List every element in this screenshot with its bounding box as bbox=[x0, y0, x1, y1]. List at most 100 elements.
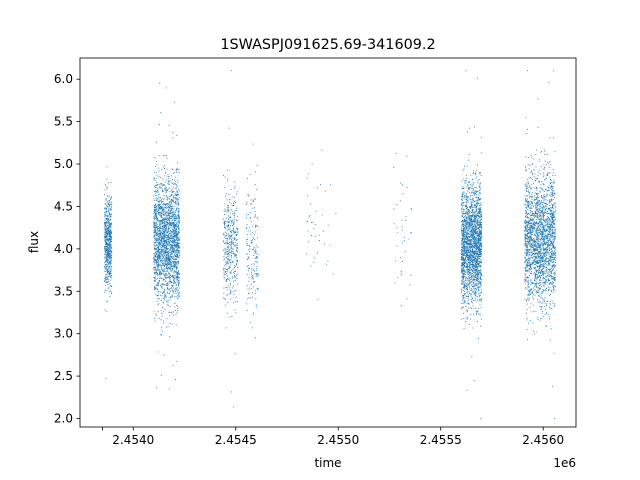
data-point-614 bbox=[109, 212, 110, 214]
data-point-3633 bbox=[475, 294, 477, 296]
data-point-2187 bbox=[161, 220, 163, 222]
data-point-4446 bbox=[470, 279, 472, 281]
data-point-2344 bbox=[173, 254, 175, 256]
data-point-4439 bbox=[473, 266, 475, 268]
data-point-2196 bbox=[161, 293, 163, 294]
data-point-2509 bbox=[162, 278, 164, 280]
data-point-3261 bbox=[226, 225, 228, 227]
data-point-1602 bbox=[163, 208, 165, 210]
data-point-616 bbox=[104, 233, 106, 235]
data-point-275 bbox=[109, 238, 111, 240]
data-point-2050 bbox=[175, 270, 177, 272]
data-point-4390 bbox=[473, 172, 475, 173]
data-point-382 bbox=[110, 197, 112, 199]
data-point-297 bbox=[110, 181, 112, 183]
data-point-3348 bbox=[253, 264, 255, 266]
data-point-3256 bbox=[227, 263, 229, 265]
data-point-1326 bbox=[171, 203, 173, 205]
data-point-678 bbox=[165, 264, 167, 266]
data-point-4359 bbox=[461, 188, 463, 190]
data-point-926 bbox=[166, 264, 167, 266]
data-point-2863 bbox=[232, 268, 234, 270]
data-point-438 bbox=[110, 268, 112, 270]
data-point-1253 bbox=[156, 221, 158, 223]
data-point-3616 bbox=[465, 212, 467, 214]
data-point-467 bbox=[106, 266, 108, 268]
data-point-703 bbox=[158, 228, 160, 230]
data-point-2370 bbox=[172, 240, 174, 242]
data-point-1203 bbox=[157, 282, 159, 284]
data-point-1455 bbox=[165, 259, 167, 261]
data-point-4193 bbox=[469, 275, 471, 277]
data-point-850 bbox=[173, 261, 174, 263]
data-point-1090 bbox=[177, 238, 179, 240]
data-point-90 bbox=[109, 238, 111, 240]
data-point-1237 bbox=[156, 290, 158, 292]
data-point-3574 bbox=[463, 261, 465, 263]
data-point-1922 bbox=[158, 269, 160, 271]
data-point-2518 bbox=[161, 225, 163, 227]
data-point-1567 bbox=[178, 296, 180, 298]
data-point-1864 bbox=[168, 225, 170, 227]
data-point-2873 bbox=[230, 254, 232, 256]
data-point-1032 bbox=[170, 280, 172, 282]
data-point-3229 bbox=[229, 201, 231, 203]
data-point-4079 bbox=[479, 299, 481, 300]
data-point-2982 bbox=[236, 207, 238, 209]
data-point-3113 bbox=[234, 185, 236, 187]
data-point-4584 bbox=[463, 297, 465, 299]
data-point-2975 bbox=[227, 278, 229, 280]
data-point-1764 bbox=[171, 215, 173, 217]
data-point-1138 bbox=[177, 232, 179, 234]
data-point-3658 bbox=[470, 293, 472, 295]
data-point-1827 bbox=[153, 222, 155, 224]
data-point-3160 bbox=[230, 244, 232, 246]
data-point-352 bbox=[110, 290, 111, 292]
data-point-1075 bbox=[168, 267, 169, 268]
data-point-1306 bbox=[154, 231, 156, 233]
data-point-4583 bbox=[480, 269, 482, 271]
data-point-4134 bbox=[476, 208, 477, 210]
data-point-813 bbox=[177, 262, 179, 264]
data-point-2466 bbox=[163, 230, 165, 232]
data-point-136 bbox=[108, 220, 110, 222]
data-point-2951 bbox=[228, 198, 230, 200]
data-point-1720 bbox=[154, 276, 156, 278]
data-point-4347 bbox=[477, 254, 479, 256]
data-point-2985 bbox=[225, 211, 227, 213]
data-point-4915 bbox=[468, 189, 470, 191]
data-point-4909 bbox=[479, 232, 481, 234]
data-point-82 bbox=[109, 213, 111, 215]
data-point-1406 bbox=[178, 210, 180, 212]
data-point-3845 bbox=[477, 218, 479, 220]
data-point-4297 bbox=[480, 288, 482, 290]
data-point-1685 bbox=[165, 224, 167, 226]
data-point-4053 bbox=[475, 248, 477, 250]
data-point-4947 bbox=[475, 197, 477, 199]
data-point-3766 bbox=[464, 301, 466, 303]
data-point-3012 bbox=[224, 235, 226, 237]
data-point-501 bbox=[106, 204, 108, 206]
data-point-1560 bbox=[154, 289, 156, 291]
data-point-2851 bbox=[225, 299, 226, 301]
data-point-1833 bbox=[178, 228, 179, 229]
data-point-377 bbox=[110, 256, 112, 258]
data-point-3306 bbox=[255, 256, 257, 258]
data-point-3667 bbox=[478, 197, 480, 198]
data-point-3051 bbox=[235, 263, 237, 265]
data-point-280 bbox=[110, 245, 112, 246]
data-point-4741 bbox=[467, 239, 468, 241]
data-point-3965 bbox=[470, 263, 472, 265]
data-point-1792 bbox=[175, 262, 176, 264]
data-point-12 bbox=[105, 259, 107, 261]
data-point-2217 bbox=[166, 222, 168, 223]
data-point-4795 bbox=[463, 232, 465, 234]
data-point-157 bbox=[105, 226, 107, 227]
data-point-3604 bbox=[478, 229, 480, 231]
data-point-668 bbox=[158, 170, 160, 172]
data-point-533 bbox=[106, 252, 108, 253]
data-point-4406 bbox=[464, 227, 465, 229]
data-point-1997 bbox=[169, 289, 171, 291]
data-point-2009 bbox=[159, 230, 161, 232]
data-point-1604 bbox=[165, 228, 166, 229]
